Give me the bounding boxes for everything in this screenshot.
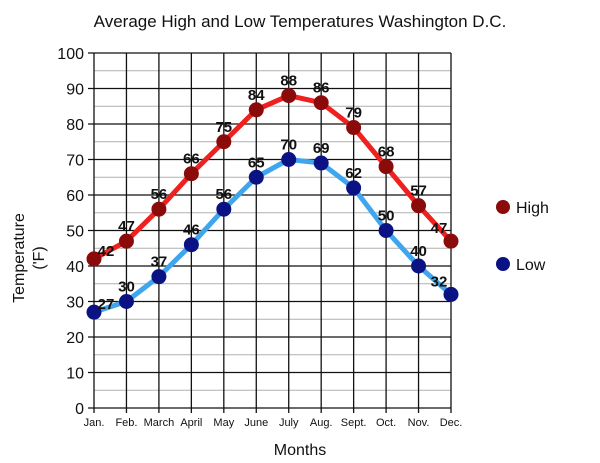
data-label-low: 62	[345, 165, 362, 182]
data-point-low	[151, 269, 167, 285]
data-label-low: 65	[248, 154, 265, 171]
data-label-low: 40	[410, 243, 427, 260]
data-point-low	[378, 223, 394, 238]
y-tick-label: 40	[66, 259, 84, 276]
x-tick-label: Aug.	[310, 417, 333, 429]
data-label-high: 47	[431, 220, 448, 237]
data-label-low: 27	[98, 296, 115, 313]
data-point-low	[346, 180, 362, 196]
legend-marker-low	[496, 257, 510, 271]
data-label-low: 50	[378, 208, 395, 225]
y-tick-label: 70	[66, 153, 84, 170]
data-point-low	[411, 258, 427, 274]
data-point-high	[378, 159, 394, 175]
data-label-high: 66	[183, 151, 200, 168]
data-label-low: 46	[183, 222, 200, 239]
data-point-high	[411, 198, 427, 214]
x-tick-label: Sept.	[341, 417, 367, 429]
data-point-high	[313, 95, 329, 111]
data-label-high: 79	[345, 105, 362, 122]
y-tick-label: 10	[66, 366, 84, 383]
y-axis-label: Temperature ('F)	[11, 213, 48, 303]
data-point-high	[151, 201, 167, 217]
x-tick-label: July	[279, 417, 299, 429]
data-label-high: 75	[215, 119, 232, 136]
data-point-low	[183, 237, 199, 253]
y-axis-ticks: 0 10 20 30 40 50 60 70 80 90 100	[57, 46, 84, 418]
data-label-high: 68	[378, 144, 395, 161]
x-tick-label: Nov.	[408, 417, 430, 429]
y-axis-label-line2: ('F)	[31, 246, 48, 269]
x-tick-label: Oct.	[376, 417, 396, 429]
data-label-high: 88	[280, 73, 297, 90]
chart-title: Average High and Low Temperatures Washin…	[94, 12, 507, 31]
data-label-low: 37	[151, 254, 168, 271]
y-tick-label: 20	[66, 330, 84, 347]
series-line-high	[91, 93, 454, 262]
x-tick-label: Dec.	[440, 417, 463, 429]
data-point-low	[248, 169, 264, 185]
data-point-high	[248, 102, 264, 118]
data-label-low: 32	[431, 273, 448, 290]
x-tick-label: March	[144, 417, 175, 429]
data-label-low: 30	[118, 279, 135, 296]
data-point-high	[86, 251, 102, 267]
data-label-high: 57	[410, 183, 427, 200]
y-tick-label: 90	[66, 82, 84, 99]
y-tick-label: 60	[66, 188, 84, 205]
data-label-high: 84	[248, 87, 265, 104]
data-point-low	[216, 201, 232, 217]
data-label-high: 42	[98, 243, 115, 260]
data-label-low: 70	[280, 137, 297, 154]
y-tick-label: 80	[66, 117, 84, 134]
x-tick-label: June	[244, 417, 268, 429]
legend-label-high: High	[516, 200, 549, 217]
y-tick-label: 30	[66, 295, 84, 312]
data-label-low: 56	[215, 186, 232, 203]
data-label-high: 47	[118, 218, 135, 235]
data-point-high	[183, 166, 199, 182]
data-label-high: 56	[151, 186, 168, 203]
x-axis-ticks: Jan. Feb. March April May June July Aug. Sept. Oc…	[84, 417, 463, 429]
legend-item-low: Low	[496, 257, 546, 274]
x-axis-label: Months	[274, 442, 326, 459]
grid	[88, 52, 452, 413]
legend-marker-high	[496, 200, 510, 214]
data-point-high	[346, 120, 362, 136]
y-tick-label: 100	[57, 46, 84, 63]
data-point-low	[86, 304, 102, 320]
x-tick-label: Jan.	[84, 417, 105, 429]
data-point-high	[118, 233, 134, 249]
y-tick-label: 50	[66, 224, 84, 241]
x-tick-label: May	[213, 417, 234, 429]
x-tick-label: April	[180, 417, 202, 429]
x-tick-label: Feb.	[115, 417, 137, 429]
legend: High Low	[496, 200, 549, 274]
data-point-high	[216, 134, 232, 150]
y-axis-label-line1: Temperature	[11, 213, 28, 303]
data-point-low	[118, 294, 134, 309]
data-point-high	[443, 233, 459, 249]
data-label-high: 86	[313, 80, 330, 97]
data-point-low	[313, 155, 329, 171]
data-point-low	[281, 152, 297, 167]
legend-label-low: Low	[516, 257, 546, 274]
data-label-low: 69	[313, 140, 330, 157]
legend-item-high: High	[496, 200, 549, 217]
data-point-high	[281, 88, 297, 104]
y-tick-label: 0	[75, 401, 84, 418]
data-point-low	[443, 286, 459, 302]
